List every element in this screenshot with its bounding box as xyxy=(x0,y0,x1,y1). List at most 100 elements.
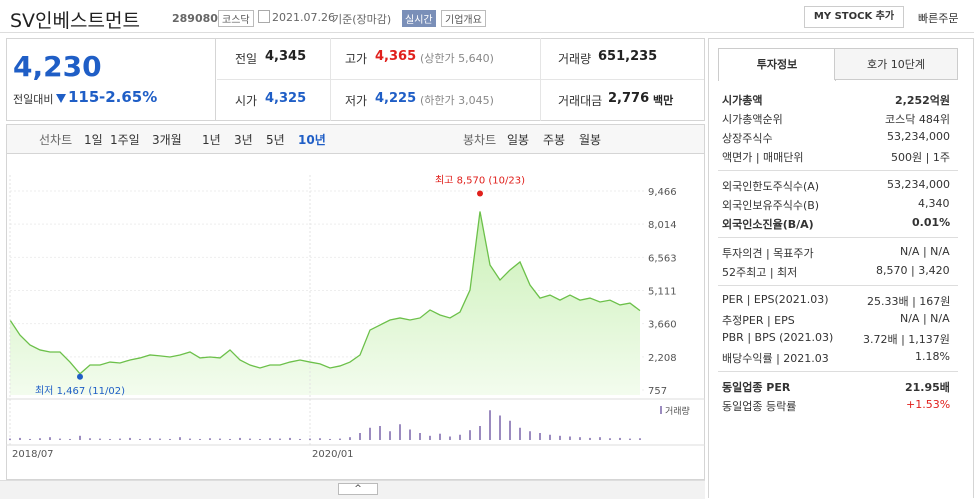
volume-bar xyxy=(39,438,41,440)
volume-bar xyxy=(299,438,301,440)
mystock-button[interactable]: MY STOCK 추가 xyxy=(804,6,904,28)
change-rate: -2.65% xyxy=(99,88,158,106)
volume-bar xyxy=(219,438,221,440)
quote-label: 고가 xyxy=(345,52,368,66)
quote-box xyxy=(6,38,705,121)
realtime-badge[interactable]: 실시간 xyxy=(402,10,436,27)
tab[interactable]: 3년 xyxy=(234,133,253,147)
quote-note: 백만 xyxy=(653,94,674,107)
volume-bar xyxy=(209,438,211,440)
y-tick-label: 757 xyxy=(648,386,667,397)
volume-bar xyxy=(319,438,321,440)
info-label: 투자의견 | 목표주가 xyxy=(722,247,814,260)
tab[interactable]: 1일 xyxy=(84,133,103,147)
volume-bar xyxy=(389,431,391,440)
volume-bar xyxy=(529,431,531,440)
info-label: 동일업종 PER xyxy=(722,381,791,394)
volume-bar xyxy=(179,437,181,440)
info-value: N/A | N/A xyxy=(900,245,950,258)
legend-label: 거래량 xyxy=(665,405,690,417)
mystock-label: MY STOCK 추가 xyxy=(813,11,895,22)
volume-bar xyxy=(519,427,521,440)
volume-bar xyxy=(359,433,361,440)
info-tab[interactable]: 투자정보 xyxy=(718,48,836,81)
volume-bar xyxy=(49,437,51,440)
info-value: 21.95배 xyxy=(905,381,950,394)
volume-bar xyxy=(479,426,481,440)
quote-label: 전일 xyxy=(235,52,258,66)
volume-bar xyxy=(539,433,541,440)
tab[interactable]: 주봉 xyxy=(543,133,566,147)
quick-order[interactable]: 빠른주문 xyxy=(918,12,959,25)
collapse-button[interactable]: ^ xyxy=(338,483,378,495)
chart-frame xyxy=(6,153,705,480)
volume-bar xyxy=(329,438,331,440)
volume-bar xyxy=(509,420,511,440)
low-point xyxy=(77,373,83,380)
volume-bar xyxy=(379,426,381,440)
x-tick-label: 2018/07 xyxy=(12,449,54,460)
legend-swatch xyxy=(660,406,662,414)
tab[interactable]: 월봉 xyxy=(579,133,602,147)
info-value: 3.72배 | 1,137원 xyxy=(863,333,950,346)
info-value: 25.33배 | 167원 xyxy=(867,295,951,308)
section-divider xyxy=(718,237,958,238)
y-tick-label: 3,660 xyxy=(648,320,677,331)
y-tick-label: 9,466 xyxy=(648,187,677,198)
low-label: 최저 1,467 (11/02) xyxy=(35,385,125,397)
volume-bar xyxy=(229,438,231,440)
tab[interactable]: 일봉 xyxy=(507,133,530,147)
price-divider xyxy=(6,38,216,121)
y-tick-label: 5,111 xyxy=(648,287,677,298)
price-line xyxy=(9,211,641,375)
volume-bar xyxy=(79,435,81,440)
info-label: 외국인소진율(B/A) xyxy=(722,218,814,231)
tab[interactable]: 5년 xyxy=(266,133,285,147)
header-divider xyxy=(0,32,974,33)
volume-bar xyxy=(119,438,121,440)
volume-bar xyxy=(409,429,411,440)
volume-bar xyxy=(169,438,171,440)
company-button[interactable]: 기업개요 xyxy=(441,10,486,27)
volume-bar xyxy=(69,438,71,440)
volume-bar xyxy=(9,438,11,440)
volume-bar xyxy=(59,438,61,440)
volume-bar xyxy=(29,438,31,440)
volume-bar xyxy=(149,438,151,440)
info-label: 시가총액순위 xyxy=(722,113,783,126)
info-tab[interactable]: 호가 10단계 xyxy=(834,48,958,80)
quote-label: 거래량 xyxy=(558,52,592,66)
volume-bar xyxy=(289,437,291,440)
section-divider xyxy=(718,285,958,286)
volume-bar xyxy=(629,438,631,440)
tab[interactable]: 10년 xyxy=(298,133,326,147)
volume-bar xyxy=(549,434,551,440)
tab[interactable]: 1년 xyxy=(202,133,221,147)
info-value: 1.18% xyxy=(915,350,950,363)
info-label: 외국인한도주식수(A) xyxy=(722,180,820,193)
info-value: 0.01% xyxy=(912,216,951,229)
price: 4,230 xyxy=(13,50,102,83)
quote-label: 저가 xyxy=(345,94,368,108)
quote-note: (하한가 3,045) xyxy=(420,94,494,107)
price-area xyxy=(10,211,640,395)
volume-bar xyxy=(159,438,161,440)
info-value: 500원 | 1주 xyxy=(891,151,950,164)
volume-bar xyxy=(429,435,431,440)
volume-bar xyxy=(599,437,601,440)
quote-value: 651,235 xyxy=(598,49,658,64)
tab[interactable]: 3개월 xyxy=(152,133,182,147)
info-value: 코스닥 484위 xyxy=(885,113,950,126)
volume-bar xyxy=(449,436,451,440)
volume-bar xyxy=(489,410,491,440)
volume-bar xyxy=(139,438,141,440)
tab[interactable]: 1주일 xyxy=(110,133,140,147)
y-tick-label: 8,014 xyxy=(648,220,677,231)
stock-code: 289080 xyxy=(172,12,218,25)
volume-bar xyxy=(639,438,641,440)
quote-value: 4,325 xyxy=(265,91,307,106)
volume-bar xyxy=(309,438,311,440)
stock-name: SV인베스트먼트 xyxy=(10,10,140,32)
x-tick-label: 2020/01 xyxy=(312,449,354,460)
info-value: 4,340 xyxy=(918,197,950,210)
